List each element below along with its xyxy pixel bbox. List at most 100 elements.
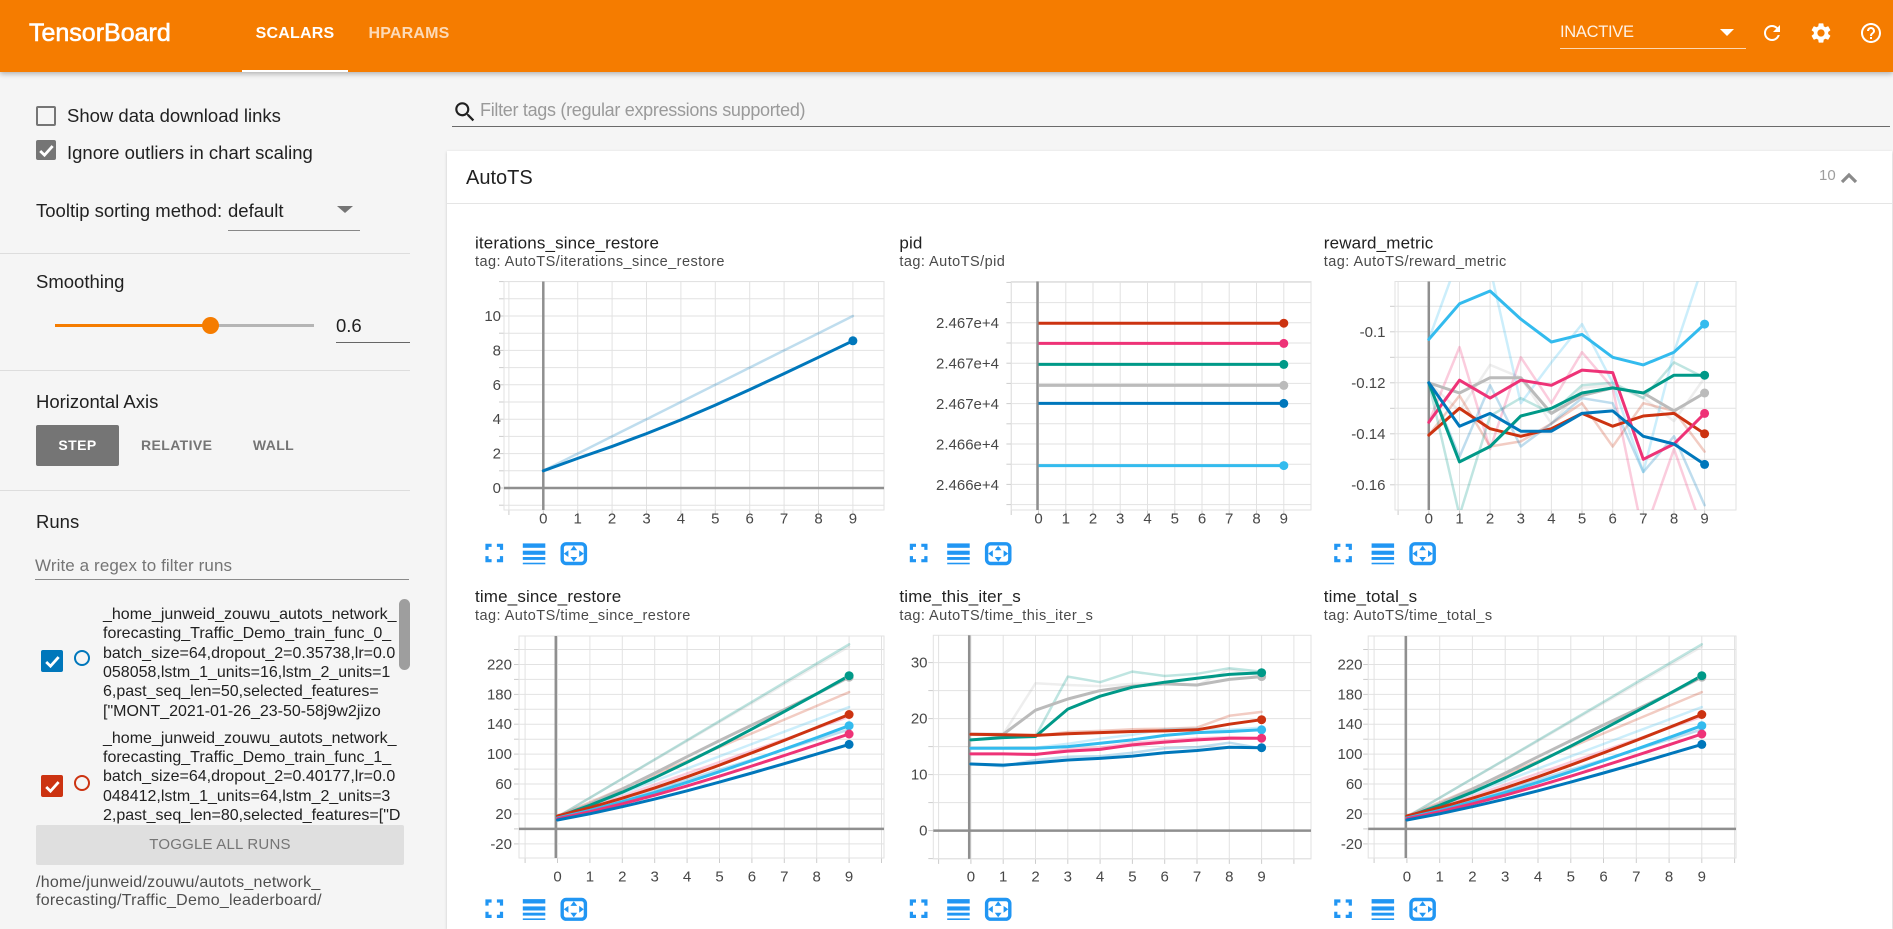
svg-text:0: 0 — [1034, 511, 1042, 528]
svg-text:5: 5 — [1171, 511, 1179, 528]
svg-text:4: 4 — [677, 511, 685, 528]
svg-text:4: 4 — [1547, 511, 1555, 528]
svg-text:5: 5 — [715, 869, 723, 886]
svg-text:8: 8 — [813, 869, 821, 886]
svg-text:tag: AutoTS/time_total_s: tag: AutoTS/time_total_s — [1324, 608, 1493, 624]
svg-text:6: 6 — [493, 377, 501, 394]
svg-text:0: 0 — [919, 823, 927, 840]
svg-text:20: 20 — [911, 711, 928, 728]
svg-text:2: 2 — [1486, 511, 1494, 528]
svg-text:4: 4 — [493, 411, 501, 428]
svg-text:2.467e+4: 2.467e+4 — [936, 396, 999, 413]
svg-text:2.467e+4: 2.467e+4 — [936, 356, 999, 373]
svg-text:6: 6 — [1599, 869, 1607, 886]
svg-text:6: 6 — [1198, 511, 1206, 528]
svg-text:4: 4 — [1096, 869, 1104, 886]
svg-text:30: 30 — [911, 655, 928, 672]
svg-text:180: 180 — [487, 686, 512, 703]
svg-text:9: 9 — [845, 869, 853, 886]
svg-text:7: 7 — [1632, 869, 1640, 886]
svg-text:7: 7 — [1193, 869, 1201, 886]
svg-text:220: 220 — [487, 656, 512, 673]
svg-text:140: 140 — [487, 716, 512, 733]
svg-text:5: 5 — [1567, 869, 1575, 886]
svg-text:2.467e+4: 2.467e+4 — [936, 315, 999, 332]
svg-text:1: 1 — [1062, 511, 1070, 528]
svg-text:tag: AutoTS/time_since_restore: tag: AutoTS/time_since_restore — [475, 608, 691, 624]
svg-text:10: 10 — [484, 308, 501, 325]
svg-text:6: 6 — [1609, 511, 1617, 528]
svg-text:7: 7 — [1639, 511, 1647, 528]
svg-text:5: 5 — [1578, 511, 1586, 528]
svg-text:2.466e+4: 2.466e+4 — [936, 436, 999, 453]
svg-text:8: 8 — [1670, 511, 1678, 528]
svg-text:tag: AutoTS/time_this_iter_s: tag: AutoTS/time_this_iter_s — [899, 608, 1093, 624]
svg-text:tag: AutoTS/iterations_since_r: tag: AutoTS/iterations_since_restore — [475, 254, 725, 270]
svg-text:0: 0 — [1403, 869, 1411, 886]
svg-text:reward_metric: reward_metric — [1324, 234, 1434, 253]
svg-text:0: 0 — [967, 869, 975, 886]
svg-text:10: 10 — [911, 767, 928, 784]
svg-text:6: 6 — [1161, 869, 1169, 886]
svg-text:9: 9 — [1257, 869, 1265, 886]
svg-text:4: 4 — [1534, 869, 1542, 886]
svg-text:2: 2 — [618, 869, 626, 886]
svg-text:8: 8 — [1665, 869, 1673, 886]
svg-text:-0.14: -0.14 — [1351, 426, 1385, 443]
svg-text:9: 9 — [1280, 511, 1288, 528]
svg-text:1: 1 — [586, 869, 594, 886]
svg-text:6: 6 — [748, 869, 756, 886]
svg-text:2.466e+4: 2.466e+4 — [936, 477, 999, 494]
svg-text:1: 1 — [1455, 511, 1463, 528]
svg-text:pid: pid — [899, 234, 922, 253]
svg-text:100: 100 — [1337, 746, 1362, 763]
svg-text:5: 5 — [711, 511, 719, 528]
svg-text:-0.16: -0.16 — [1351, 477, 1385, 494]
svg-text:-0.12: -0.12 — [1351, 375, 1385, 392]
svg-text:1: 1 — [999, 869, 1007, 886]
svg-text:3: 3 — [1116, 511, 1124, 528]
svg-text:220: 220 — [1337, 656, 1362, 673]
svg-text:0: 0 — [493, 480, 501, 497]
svg-text:iterations_since_restore: iterations_since_restore — [475, 234, 659, 253]
svg-text:20: 20 — [1346, 806, 1363, 823]
svg-text:0: 0 — [553, 869, 561, 886]
svg-text:tag: AutoTS/pid: tag: AutoTS/pid — [899, 254, 1005, 270]
svg-text:8: 8 — [1225, 869, 1233, 886]
svg-text:140: 140 — [1337, 716, 1362, 733]
svg-text:60: 60 — [1346, 776, 1363, 793]
svg-text:time_total_s: time_total_s — [1324, 587, 1417, 606]
svg-text:-20: -20 — [490, 836, 512, 853]
svg-text:time_since_restore: time_since_restore — [475, 587, 621, 606]
svg-text:4: 4 — [1143, 511, 1151, 528]
svg-text:9: 9 — [849, 511, 857, 528]
svg-text:5: 5 — [1128, 869, 1136, 886]
svg-text:2: 2 — [608, 511, 616, 528]
svg-text:-20: -20 — [1341, 836, 1363, 853]
svg-text:180: 180 — [1337, 686, 1362, 703]
svg-text:9: 9 — [1698, 869, 1706, 886]
svg-text:8: 8 — [493, 342, 501, 359]
svg-text:60: 60 — [495, 776, 512, 793]
svg-text:20: 20 — [495, 806, 512, 823]
svg-text:time_this_iter_s: time_this_iter_s — [899, 587, 1020, 606]
svg-text:1: 1 — [574, 511, 582, 528]
svg-text:7: 7 — [780, 511, 788, 528]
svg-text:100: 100 — [487, 746, 512, 763]
svg-text:3: 3 — [642, 511, 650, 528]
svg-text:3: 3 — [651, 869, 659, 886]
svg-text:8: 8 — [1252, 511, 1260, 528]
svg-text:2: 2 — [1089, 511, 1097, 528]
svg-text:4: 4 — [683, 869, 691, 886]
svg-text:6: 6 — [746, 511, 754, 528]
svg-text:8: 8 — [814, 511, 822, 528]
svg-text:9: 9 — [1700, 511, 1708, 528]
svg-text:2: 2 — [1031, 869, 1039, 886]
svg-text:-0.1: -0.1 — [1360, 324, 1386, 341]
svg-text:0: 0 — [1425, 511, 1433, 528]
svg-text:7: 7 — [780, 869, 788, 886]
svg-text:3: 3 — [1064, 869, 1072, 886]
svg-text:1: 1 — [1436, 869, 1444, 886]
svg-text:7: 7 — [1225, 511, 1233, 528]
svg-text:2: 2 — [493, 446, 501, 463]
